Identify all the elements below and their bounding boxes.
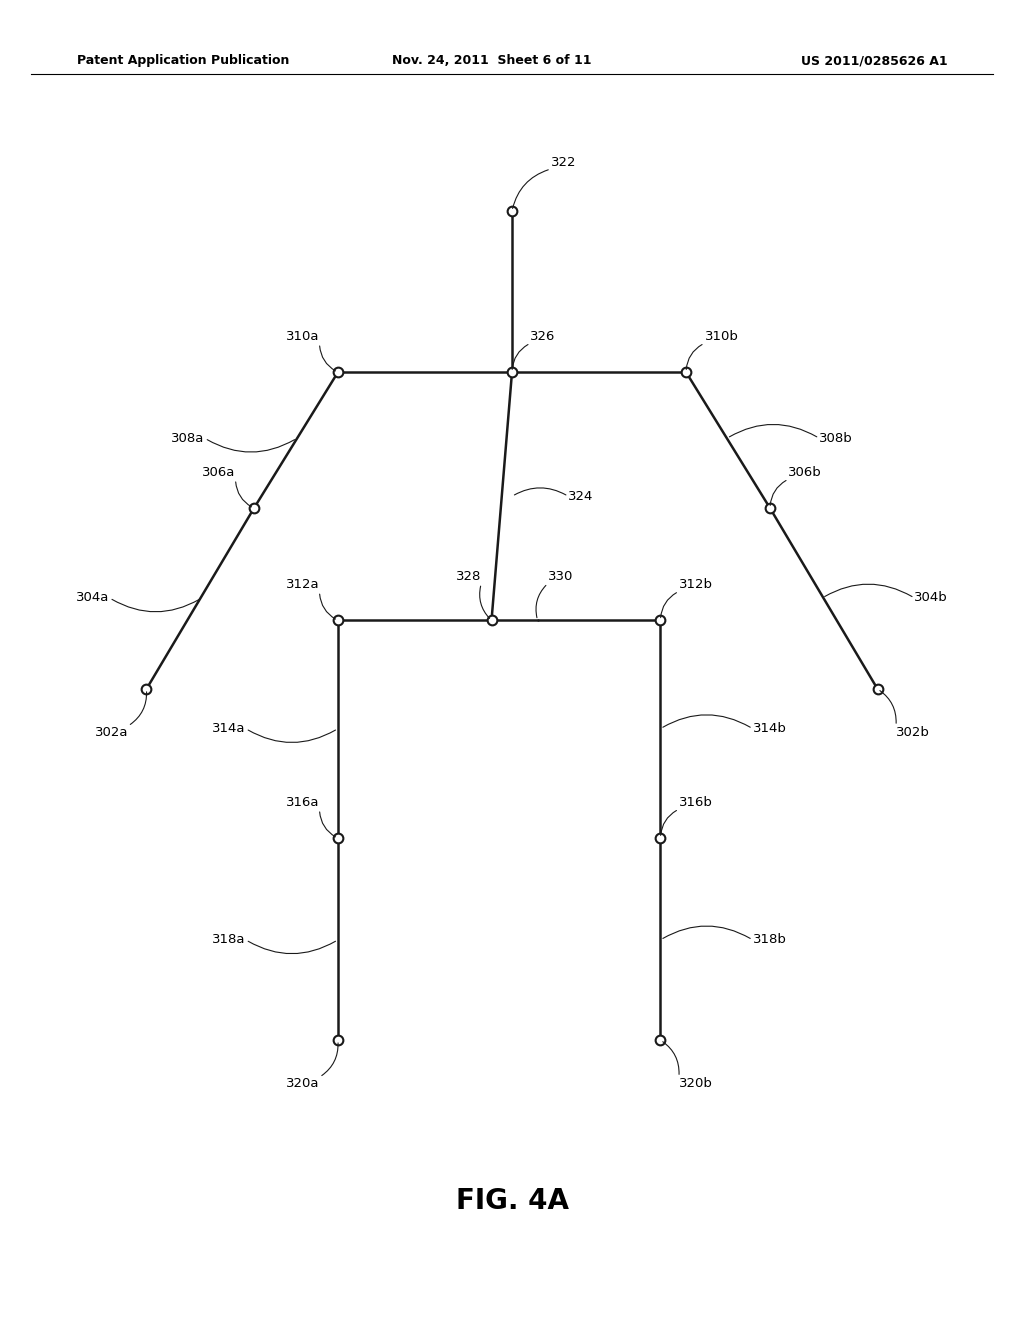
Text: 318b: 318b [753, 933, 786, 946]
Text: 304b: 304b [914, 591, 948, 605]
Text: Nov. 24, 2011  Sheet 6 of 11: Nov. 24, 2011 Sheet 6 of 11 [392, 54, 591, 67]
Text: 310b: 310b [705, 330, 738, 343]
Text: 304a: 304a [76, 591, 110, 605]
Text: 302b: 302b [896, 726, 930, 739]
Text: 314a: 314a [212, 722, 246, 735]
Text: US 2011/0285626 A1: US 2011/0285626 A1 [801, 54, 947, 67]
Text: 322: 322 [551, 156, 577, 169]
Text: 308a: 308a [171, 432, 205, 445]
Text: 302a: 302a [94, 726, 128, 739]
Text: 328: 328 [456, 570, 481, 583]
Text: 320b: 320b [679, 1077, 713, 1090]
Text: 330: 330 [548, 570, 573, 583]
Text: 310a: 310a [286, 330, 319, 343]
Text: 314b: 314b [753, 722, 786, 735]
Text: 312a: 312a [286, 578, 319, 591]
Text: FIG. 4A: FIG. 4A [456, 1187, 568, 1216]
Text: 308b: 308b [819, 432, 853, 445]
Text: 306a: 306a [202, 466, 236, 479]
Text: 320a: 320a [286, 1077, 319, 1090]
Text: 306b: 306b [788, 466, 822, 479]
Text: Patent Application Publication: Patent Application Publication [77, 54, 289, 67]
Text: 316b: 316b [679, 796, 713, 809]
Text: 326: 326 [530, 330, 556, 343]
Text: 324: 324 [568, 490, 594, 503]
Text: 318a: 318a [212, 933, 246, 946]
Text: 312b: 312b [679, 578, 713, 591]
Text: 316a: 316a [286, 796, 319, 809]
